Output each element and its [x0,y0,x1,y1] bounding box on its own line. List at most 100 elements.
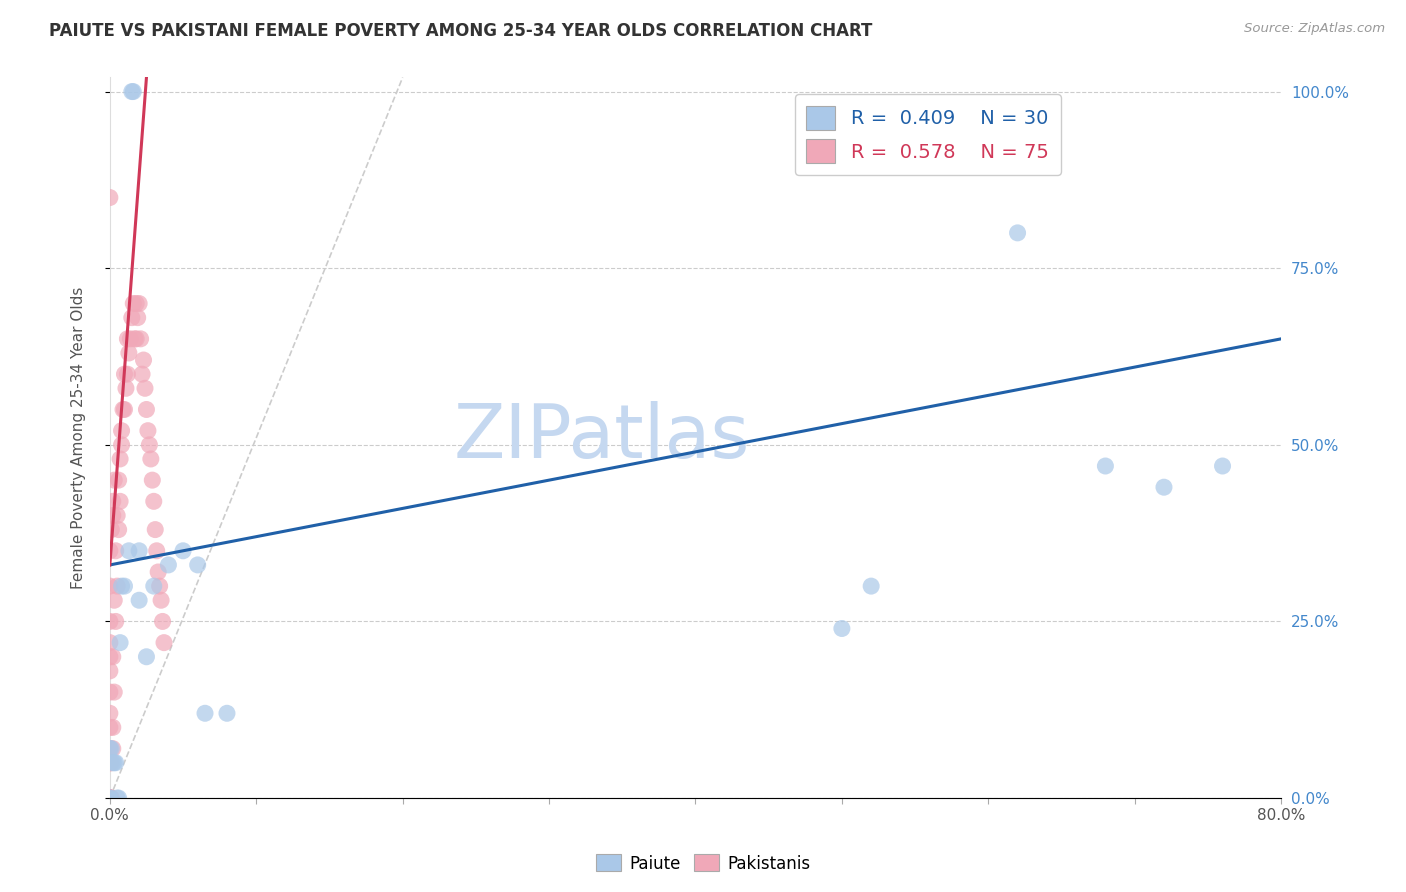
Point [103,685,125,699]
Point [98,791,121,805]
Point [110,579,132,593]
Point [1007,226,1029,240]
Point [831,622,853,636]
Legend: R =  0.409    N = 30, R =  0.578    N = 75: R = 0.409 N = 30, R = 0.578 N = 75 [794,95,1060,175]
Point [114,367,136,381]
Point [103,756,125,770]
Point [107,523,129,537]
Point [172,543,194,558]
Point [153,635,176,649]
Legend: Paiute, Pakistanis: Paiute, Pakistanis [589,847,817,880]
Point [125,332,148,346]
Text: Source: ZipAtlas.com: Source: ZipAtlas.com [1244,22,1385,36]
Point [98,791,121,805]
Point [100,791,122,805]
Point [112,402,135,417]
Point [135,649,157,664]
Point [128,543,150,558]
Text: ZIPatlas: ZIPatlas [454,401,749,475]
Point [141,473,163,487]
Point [98,635,121,649]
Point [100,791,122,805]
Point [98,649,121,664]
Point [98,791,121,805]
Point [108,494,131,508]
Point [98,791,121,805]
Point [98,664,121,678]
Point [122,296,145,310]
Point [98,543,121,558]
Point [132,353,155,368]
Point [98,756,121,770]
Point [98,741,121,756]
Point [136,424,159,438]
Point [117,367,139,381]
Point [129,332,152,346]
Point [104,543,127,558]
Point [187,558,209,572]
Point [114,402,136,417]
Point [110,438,132,452]
Point [98,720,121,734]
Point [98,615,121,629]
Point [122,85,145,99]
Point [142,579,165,593]
Point [150,593,173,607]
Point [98,791,121,805]
Point [104,756,127,770]
Point [98,756,121,770]
Point [98,791,121,805]
Point [134,381,156,395]
Point [98,685,121,699]
Point [146,565,169,579]
Point [115,381,138,395]
Point [98,791,121,805]
Point [194,706,217,721]
Point [114,579,136,593]
Point [860,579,883,593]
Point [101,494,124,508]
Y-axis label: Female Poverty Among 25-34 Year Olds: Female Poverty Among 25-34 Year Olds [72,286,86,589]
Point [131,367,153,381]
Point [98,579,121,593]
Point [138,438,160,452]
Point [142,494,165,508]
Point [105,791,128,805]
Point [143,523,166,537]
Point [101,508,124,523]
Point [1153,480,1175,494]
Point [135,402,157,417]
Point [100,741,122,756]
Point [101,649,124,664]
Point [128,593,150,607]
Point [157,558,180,572]
Point [152,615,174,629]
Point [110,424,132,438]
Point [108,635,131,649]
Point [101,741,124,756]
Point [121,85,143,99]
Point [117,332,139,346]
Point [118,346,141,360]
Point [1094,458,1116,473]
Point [107,791,129,805]
Point [98,190,121,204]
Point [1212,458,1234,473]
Point [98,791,121,805]
Point [108,452,131,467]
Point [120,332,142,346]
Point [149,579,172,593]
Point [98,706,121,721]
Point [98,791,121,805]
Point [103,473,125,487]
Point [98,741,121,756]
Point [105,579,128,593]
Point [215,706,238,721]
Text: PAIUTE VS PAKISTANI FEMALE POVERTY AMONG 25-34 YEAR OLDS CORRELATION CHART: PAIUTE VS PAKISTANI FEMALE POVERTY AMONG… [49,22,873,40]
Point [105,508,128,523]
Point [103,593,125,607]
Point [121,310,143,325]
Point [100,523,122,537]
Point [104,615,127,629]
Point [107,473,129,487]
